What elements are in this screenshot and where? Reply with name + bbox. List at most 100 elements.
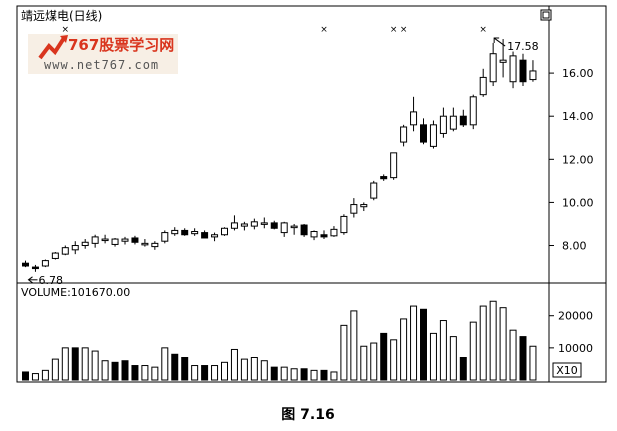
volume-bar <box>469 321 477 381</box>
volume-bar <box>211 365 219 381</box>
candle-body <box>31 266 39 270</box>
volume-bar <box>390 339 398 381</box>
volume-bar <box>101 360 109 381</box>
watermark-logo-bg <box>28 34 178 74</box>
volume-bar <box>71 347 79 381</box>
volume-bar <box>280 366 288 381</box>
volume-bar <box>240 358 248 381</box>
candle-body <box>529 70 537 81</box>
volume-bar <box>121 360 129 381</box>
candle-body <box>91 236 99 244</box>
candle-body <box>22 262 29 267</box>
candle-body <box>201 232 209 239</box>
volume-bar <box>360 345 368 381</box>
candle-body <box>161 232 169 242</box>
volume-bar <box>22 371 29 381</box>
candle-body <box>340 215 348 234</box>
candle-body <box>41 260 49 267</box>
volume-bar <box>529 345 537 381</box>
volume-bar <box>131 365 139 381</box>
annotation-label: 17.58 <box>507 40 539 53</box>
volume-tick-label: 10000 <box>558 342 593 355</box>
candle-body <box>459 115 467 126</box>
volume-bar <box>41 369 49 381</box>
candle-body <box>211 234 219 238</box>
volume-bar <box>181 357 189 381</box>
volume-bar <box>489 300 497 381</box>
volume-bar <box>320 369 328 381</box>
candle-body <box>230 222 238 229</box>
x-marker: × <box>400 25 408 35</box>
candle-body <box>101 238 109 242</box>
annotation-label: 6.78 <box>39 274 64 287</box>
volume-bar <box>260 360 268 381</box>
volume-bar <box>161 347 169 381</box>
volume-bar <box>449 336 457 381</box>
volume-bar <box>201 365 209 381</box>
volume-bar <box>290 368 298 381</box>
x-marker: × <box>390 25 398 35</box>
volume-bar <box>479 305 487 381</box>
volume-bar-series <box>22 300 537 381</box>
price-tick-label: 16.00 <box>562 67 594 80</box>
x-marker: × <box>479 25 487 35</box>
annotations: 6.78 17.58 <box>27 37 539 287</box>
candle-body <box>131 237 139 243</box>
candlestick-series <box>22 39 537 272</box>
watermark-brand: 767股票学习网 <box>68 36 174 54</box>
volume-bar <box>141 365 149 381</box>
candle-body <box>121 238 129 242</box>
volume-bar <box>429 332 437 381</box>
volume-bar <box>230 348 238 381</box>
volume-bar <box>91 350 99 381</box>
volume-tick-label: 20000 <box>558 310 593 323</box>
candle-body <box>71 245 79 251</box>
volume-bar <box>250 357 258 381</box>
price-tick-label: 10.00 <box>562 196 594 209</box>
candle-body <box>370 182 378 199</box>
volume-title: VOLUME:101670.00 <box>21 286 130 299</box>
x-marker: × <box>62 25 70 35</box>
candle-body <box>499 59 507 63</box>
price-tick-label: 8.00 <box>562 240 587 253</box>
volume-scale-note: X10 <box>556 364 578 377</box>
candle-body <box>61 247 69 255</box>
candle-body <box>51 252 59 259</box>
candle-body <box>390 152 398 179</box>
restore-icon[interactable] <box>540 9 552 21</box>
volume-bar <box>81 347 89 381</box>
candle-body <box>410 111 418 126</box>
volume-bar <box>191 365 199 381</box>
candle-body <box>310 231 318 238</box>
candle-body <box>171 229 179 235</box>
volume-bar <box>51 358 59 381</box>
price-axis: 8.00 10.00 12.00 14.00 16.00 <box>549 67 594 253</box>
candle-body <box>519 59 527 83</box>
volume-bar <box>420 308 427 381</box>
volume-bar <box>519 336 527 381</box>
volume-bar <box>410 305 418 381</box>
volume-bar <box>270 366 278 381</box>
volume-bar <box>350 310 358 381</box>
candle-body <box>250 221 258 227</box>
candle-body <box>400 126 408 143</box>
volume-bar <box>459 357 467 381</box>
candle-body <box>420 124 427 143</box>
volume-bar <box>171 353 179 381</box>
candle-body <box>330 228 338 237</box>
price-tick-label: 12.00 <box>562 153 594 166</box>
candle-body <box>429 124 437 147</box>
volume-bar <box>380 332 388 381</box>
candle-body <box>509 55 517 83</box>
candle-body <box>240 223 248 227</box>
volume-bar <box>509 329 517 381</box>
volume-bar <box>151 366 159 381</box>
volume-bar <box>61 347 69 381</box>
watermark-logo: 767股票学习网 www.net767.com <box>28 34 178 74</box>
candle-body <box>479 76 487 96</box>
volume-bar <box>111 361 119 381</box>
chart-logo-icon <box>38 35 68 60</box>
price-tick-label: 14.00 <box>562 110 594 123</box>
candle-body <box>191 231 199 235</box>
